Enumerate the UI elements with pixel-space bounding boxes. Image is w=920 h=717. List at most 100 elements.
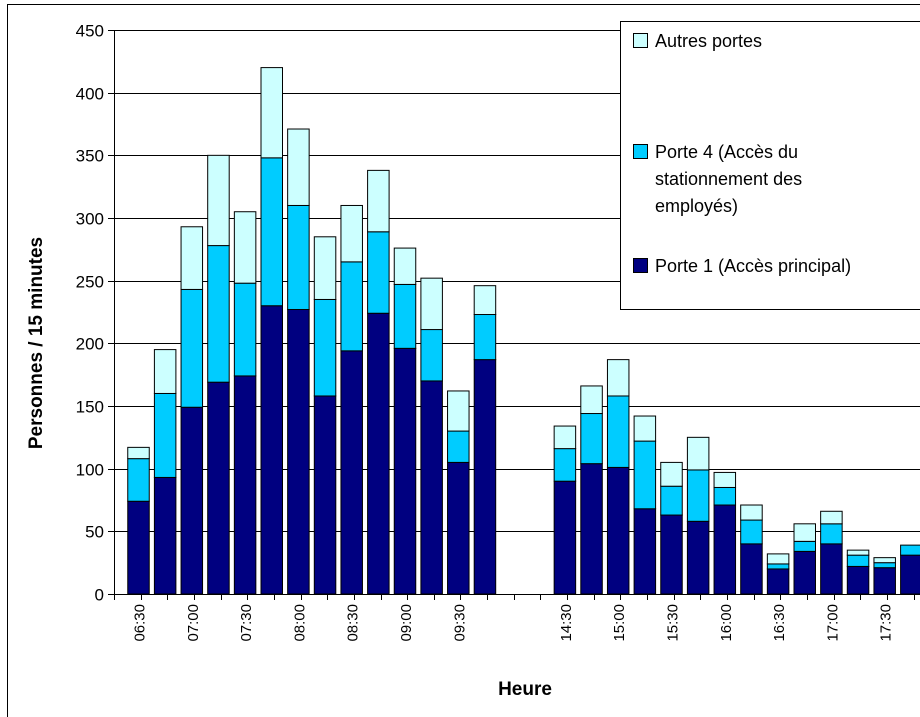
x-tick-label: 15:30 [665, 604, 682, 642]
bar-segment-porte-4 [340, 261, 363, 352]
bar-segment-porte-1 [873, 567, 896, 595]
bar-segment-autres-portes [127, 446, 150, 460]
bar-segment-autres-portes [633, 415, 657, 442]
legend-swatch [633, 33, 648, 48]
bar-segment-porte-4 [766, 563, 790, 570]
bar-segment-autres-portes [473, 285, 497, 316]
bar-segment-porte-1 [900, 554, 920, 595]
bar-segment-porte-4 [900, 544, 920, 556]
bar-segment-autres-portes [660, 461, 683, 487]
bar-segment-porte-4 [260, 157, 283, 307]
axes [114, 30, 920, 600]
bar-segment-porte-1 [766, 568, 790, 595]
bar-segment-porte-4 [180, 288, 204, 408]
bar-segment-porte-4 [553, 448, 577, 482]
legend-box [620, 21, 920, 310]
bar-segment-porte-1 [447, 461, 470, 595]
bar-segment-autres-portes [447, 390, 470, 432]
bar-segment-porte-4 [420, 329, 443, 382]
bar-segment-porte-1 [393, 347, 417, 595]
x-axis-title: Heure [498, 679, 552, 700]
bar-segment-porte-1 [313, 395, 337, 595]
bar-segment-porte-4 [473, 314, 497, 361]
bar-segment-porte-1 [180, 406, 204, 595]
bar-segment-porte-1 [686, 520, 710, 595]
bar-segment-autres-portes [180, 226, 204, 290]
bar-segment-porte-4 [686, 469, 710, 522]
bar-segment-porte-4 [606, 395, 630, 468]
bar-segment-porte-4 [233, 282, 257, 377]
bar-segment-porte-1 [207, 381, 230, 595]
bar-segment-porte-1 [820, 543, 843, 595]
bar-segment-porte-4 [287, 204, 310, 310]
bar-segment-autres-portes [340, 204, 363, 263]
bar-segment-porte-1 [153, 476, 177, 595]
bar-segment-porte-4 [846, 554, 870, 567]
bar-segment-porte-4 [660, 485, 683, 516]
y-tick-label: 350 [76, 147, 104, 166]
bar-segment-porte-4 [740, 519, 763, 545]
bar-segment-autres-portes [367, 169, 390, 233]
legend-swatch [633, 144, 648, 159]
legend: Autres portes Porte 4 (Accès du stationnem… [620, 21, 920, 310]
y-tick-label: 300 [76, 210, 104, 229]
bar-segment-porte-1 [367, 312, 390, 595]
bar-segment-autres-portes [420, 277, 443, 331]
legend-label: employés) [655, 196, 738, 216]
bar-segment-porte-4 [127, 458, 150, 502]
bar-segment-autres-portes [393, 247, 417, 285]
x-tick-label: 14:30 [558, 604, 575, 642]
bar-segment-autres-portes [553, 425, 577, 450]
bar-segment-autres-portes [233, 211, 257, 284]
bar-segment-porte-4 [873, 562, 896, 569]
bar-segment-porte-1 [713, 504, 737, 595]
bar-segment-porte-1 [846, 565, 870, 595]
bar-segment-porte-4 [633, 440, 657, 510]
bar-segment-porte-4 [820, 523, 843, 545]
bar-segment-porte-1 [287, 308, 310, 595]
y-tick-labels: 0 50 100 150 200 250 300 350 400 450 [76, 22, 104, 605]
bar-segment-autres-portes [580, 385, 603, 415]
legend-label: Porte 4 (Accès du [655, 142, 798, 162]
x-tick-label: 08:30 [345, 604, 362, 642]
x-tick-label: 16:30 [771, 604, 788, 642]
y-tick-label: 100 [76, 461, 104, 480]
bar-segment-autres-portes [740, 504, 763, 521]
y-tick-label: 200 [76, 335, 104, 354]
bar-segment-porte-1 [420, 380, 443, 595]
bar-segment-autres-portes [287, 128, 310, 206]
y-tick-label: 0 [95, 586, 104, 605]
bar-segment-porte-1 [740, 543, 763, 595]
bar-segment-porte-4 [153, 392, 177, 478]
x-tick-label: 15:00 [611, 604, 628, 642]
bar-segment-autres-portes [153, 349, 177, 394]
x-tick-label: 07:30 [238, 604, 255, 642]
bar-segment-porte-1 [260, 305, 283, 595]
y-tick-label: 400 [76, 85, 104, 104]
bar-segment-autres-portes [873, 557, 896, 564]
bar-segment-porte-1 [473, 359, 497, 595]
bar-segment-autres-portes [260, 67, 283, 159]
bar-segment-porte-4 [713, 486, 737, 506]
bar-segment-porte-4 [313, 298, 337, 397]
bar-segment-autres-portes [793, 523, 816, 542]
bar-segment-porte-4 [367, 231, 390, 314]
legend-swatch [633, 258, 648, 273]
x-tick-label: 17:30 [878, 604, 895, 642]
x-tick-labels: 06:30 07:00 07:30 08:00 08:30 09:00 09:30 14:30… [132, 604, 895, 642]
bar-segment-porte-4 [447, 430, 470, 463]
y-tick-label: 450 [76, 22, 104, 41]
bar-segment-porte-4 [207, 245, 230, 383]
x-tick-label: 17:00 [824, 604, 841, 642]
bar-segment-autres-portes [313, 236, 337, 300]
bar-segment-porte-4 [393, 283, 417, 349]
legend-label: Autres portes [655, 31, 762, 51]
x-tick-label: 16:00 [718, 604, 735, 642]
bar-segment-autres-portes [820, 510, 843, 525]
bar-segment-autres-portes [686, 436, 710, 471]
bar-segment-porte-1 [633, 508, 657, 595]
bar-segment-porte-1 [793, 550, 816, 595]
bar-segment-porte-1 [553, 480, 577, 595]
bar-segment-porte-4 [580, 413, 603, 465]
